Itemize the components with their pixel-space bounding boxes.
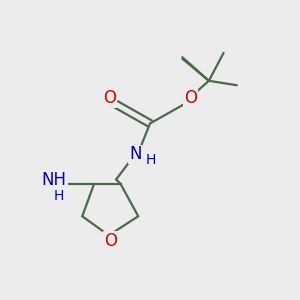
Text: O: O xyxy=(104,232,117,250)
Text: O: O xyxy=(184,89,197,107)
Text: O: O xyxy=(103,89,116,107)
Text: H: H xyxy=(146,153,156,167)
Text: N: N xyxy=(129,146,142,164)
Text: NH: NH xyxy=(42,171,67,189)
Text: H: H xyxy=(53,189,64,203)
